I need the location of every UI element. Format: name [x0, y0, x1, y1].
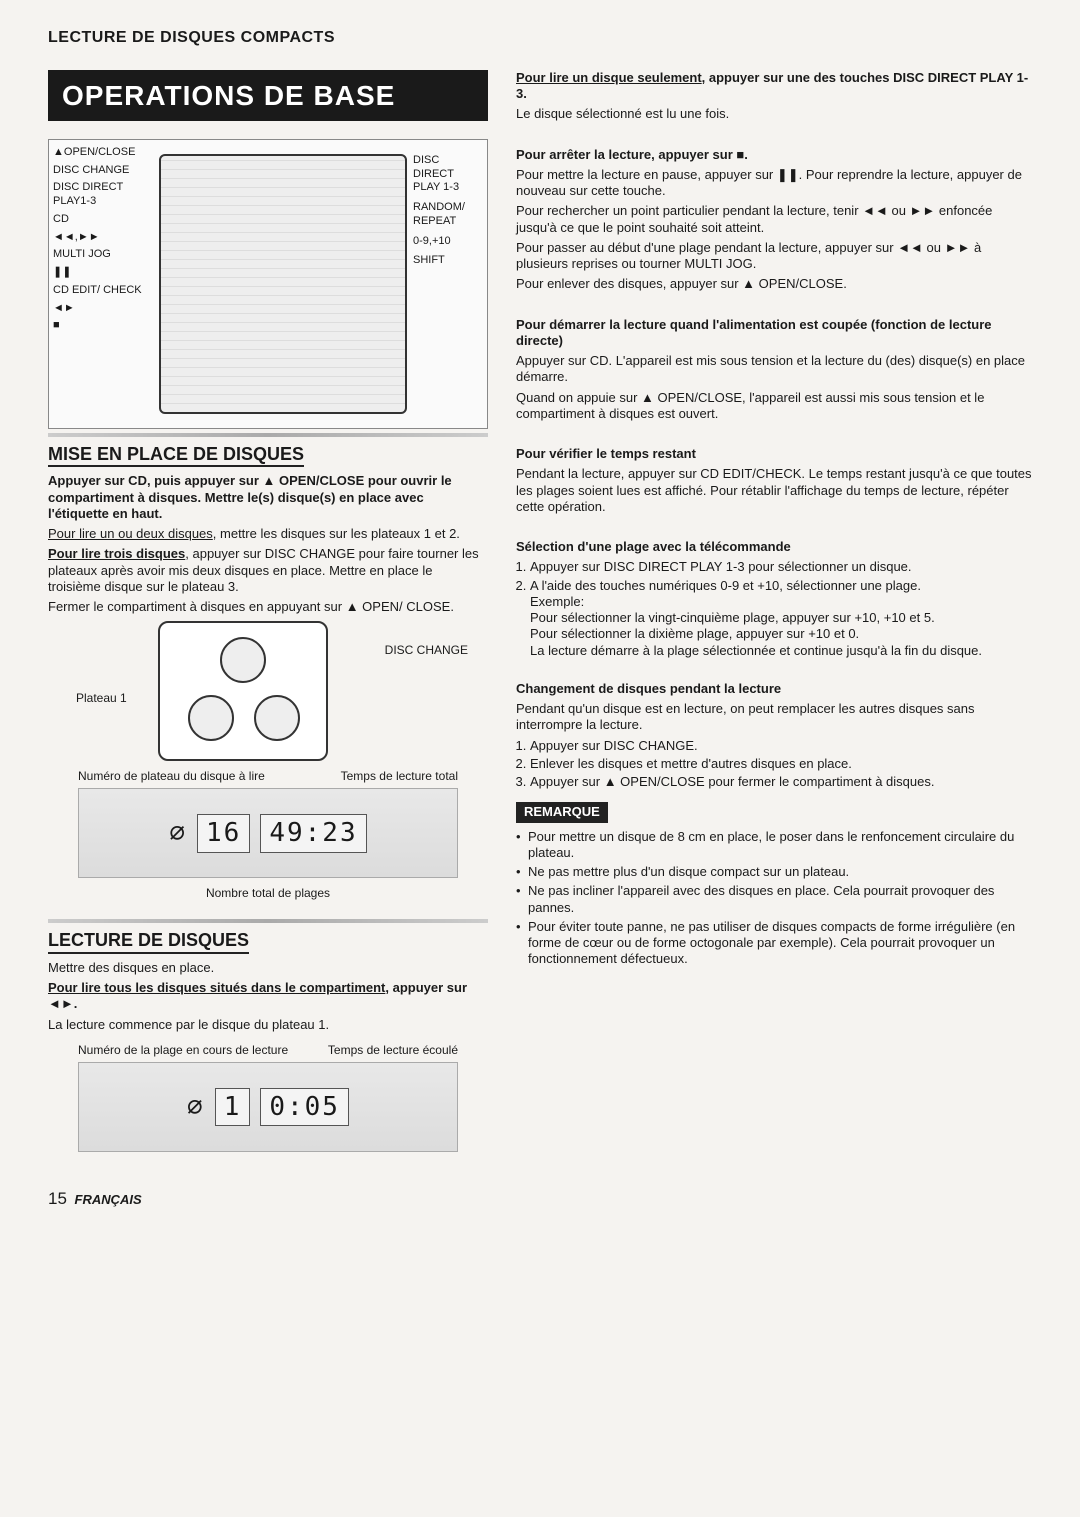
lecture-p1: Mettre des disques en place.	[48, 960, 488, 976]
rc-h1: Pour démarrer la lecture quand l'aliment…	[516, 317, 1032, 350]
separator	[48, 919, 488, 923]
plateau-callout: Plateau 1	[76, 691, 127, 706]
diag-label: 0-9,+10	[413, 235, 483, 249]
page-number: 15	[48, 1189, 67, 1208]
diag-label: SHIFT	[413, 254, 483, 268]
lcd2-caption-left: Numéro de la plage en cours de lecture	[78, 1043, 288, 1058]
footer-lang: FRANÇAIS	[75, 1192, 142, 1207]
example-line: Pour sélectionner la dixième plage, appu…	[530, 626, 859, 641]
disc-tray-diagram	[158, 621, 328, 761]
rc-h1-p1: Appuyer sur CD. L'appareil est mis sous …	[516, 353, 1032, 386]
section-title-lecture: LECTURE DE DISQUES	[48, 929, 249, 954]
lecture-p3: La lecture commence par le disque du pla…	[48, 1017, 488, 1033]
disc-change-callout: DISC CHANGE	[385, 643, 468, 658]
lcd-tray-number: 16	[197, 814, 250, 853]
diag-label: MULTI JOG	[53, 248, 153, 262]
list-item: Enlever les disques et mettre d'autres d…	[530, 756, 1032, 772]
lcd-caption-bottom: Nombre total de plages	[48, 886, 488, 901]
unit-diagram: ▲OPEN/CLOSE DISC CHANGE DISC DIRECT PLAY…	[48, 139, 488, 429]
mise-p1-rest: , mettre les disques sur les plateaux 1 …	[213, 526, 460, 541]
rc-h3-list: Appuyer sur DISC DIRECT PLAY 1-3 pour sé…	[516, 559, 1032, 659]
rc-p5: Pour passer au début d'une plage pendant…	[516, 240, 1032, 273]
rc-h4-list: Appuyer sur DISC CHANGE. Enlever les dis…	[516, 738, 1032, 791]
rc-p1: Pour lire un disque seulement, appuyer s…	[516, 70, 1032, 103]
lcd-caption-right: Temps de lecture total	[341, 769, 458, 784]
rc-p1b: Le disque sélectionné est lu une fois.	[516, 106, 1032, 122]
lcd-caption-left: Numéro de plateau du disque à lire	[78, 769, 265, 784]
list-item-text: A l'aide des touches numériques 0-9 et +…	[530, 578, 921, 593]
disc-icon	[254, 695, 300, 741]
list-item: Pour mettre un disque de 8 cm en place, …	[516, 829, 1032, 862]
diag-label: CD EDIT/ CHECK	[53, 284, 153, 298]
rc-p4: Pour rechercher un point particulier pen…	[516, 203, 1032, 236]
rc-h2: Pour vérifier le temps restant	[516, 446, 1032, 462]
diag-label: ◄►	[53, 302, 153, 316]
remarque-list: Pour mettre un disque de 8 cm en place, …	[516, 829, 1032, 968]
top-section-title: LECTURE DE DISQUES COMPACTS	[48, 28, 1032, 48]
page-header: LECTURE DE DISQUES COMPACTS	[48, 28, 1032, 64]
unit-illustration	[159, 154, 407, 414]
page-footer: 15 FRANÇAIS	[48, 1188, 1032, 1209]
example-line: Pour sélectionner la vingt-cinquième pla…	[530, 610, 935, 625]
rc-h3: Sélection d'une plage avec la télécomman…	[516, 539, 1032, 555]
lcd-track-number: 1	[215, 1088, 251, 1127]
rc-p3: Pour mettre la lecture en pause, appuyer…	[516, 167, 1032, 200]
list-item: Appuyer sur DISC DIRECT PLAY 1-3 pour sé…	[530, 559, 1032, 575]
remarque-label: REMARQUE	[516, 802, 608, 822]
diag-label: DISC DIRECT PLAY1-3	[53, 181, 153, 209]
list-item: Appuyer sur ▲ OPEN/CLOSE pour fermer le …	[530, 774, 1032, 790]
separator	[48, 433, 488, 437]
lcd2-caption-right: Temps de lecture écoulé	[328, 1043, 458, 1058]
rc-h2-p: Pendant la lecture, appuyer sur CD EDIT/…	[516, 466, 1032, 515]
lcd-display-total: ⌀ 16 49:23	[78, 788, 458, 878]
mise-p1-u: Pour lire un ou deux disques	[48, 526, 213, 541]
list-item: Pour éviter toute panne, ne pas utiliser…	[516, 919, 1032, 968]
diag-label: ❚❚	[53, 266, 153, 280]
diag-label: DISC CHANGE	[53, 164, 153, 178]
right-column: Pour lire un disque seulement, appuyer s…	[516, 70, 1032, 1160]
diag-label: CD	[53, 213, 153, 227]
disc-icon	[220, 637, 266, 683]
lcd-elapsed-time: 0:05	[260, 1088, 349, 1127]
mise-p2-u: Pour lire trois disques	[48, 546, 185, 561]
rc-p6: Pour enlever des disques, appuyer sur ▲ …	[516, 276, 1032, 292]
lecture-p2: Pour lire tous les disques situés dans l…	[48, 980, 488, 1013]
mise-p3: Fermer le compartiment à disques en appu…	[48, 599, 488, 615]
lecture-p2-u: Pour lire tous les disques situés dans l…	[48, 980, 385, 995]
diag-label: DISC DIRECT PLAY 1-3	[413, 154, 483, 195]
rc-p1-u: Pour lire un disque seulement	[516, 70, 702, 85]
rc-h4-p: Pendant qu'un disque est en lecture, on …	[516, 701, 1032, 734]
left-column: OPERATIONS DE BASE ▲OPEN/CLOSE DISC CHAN…	[48, 70, 488, 1160]
diag-label: ■	[53, 319, 153, 333]
rc-h1-p2: Quand on appuie sur ▲ OPEN/CLOSE, l'appa…	[516, 390, 1032, 423]
disc-icon	[188, 695, 234, 741]
list-item: Appuyer sur DISC CHANGE.	[530, 738, 1032, 754]
example-line: La lecture démarre à la plage sélectionn…	[530, 643, 982, 658]
mise-lead: Appuyer sur CD, puis appuyer sur ▲ OPEN/…	[48, 473, 488, 522]
mise-p2: Pour lire trois disques, appuyer sur DIS…	[48, 546, 488, 595]
rc-p2: Pour arrêter la lecture, appuyer sur ■.	[516, 147, 1032, 163]
mise-p1: Pour lire un ou deux disques, mettre les…	[48, 526, 488, 542]
lcd-total-time: 49:23	[260, 814, 366, 853]
rc-h4: Changement de disques pendant la lecture	[516, 681, 1032, 697]
list-item: Ne pas incliner l'appareil avec des disq…	[516, 883, 1032, 916]
header-rule	[48, 50, 1032, 64]
list-item: A l'aide des touches numériques 0-9 et +…	[530, 578, 1032, 659]
diag-label: ◄◄,►►	[53, 231, 153, 245]
section-title-mise: MISE EN PLACE DE DISQUES	[48, 443, 304, 468]
disc-stack-icon: ⌀	[169, 817, 187, 850]
diag-label: RANDOM/ REPEAT	[413, 201, 483, 229]
operations-banner: OPERATIONS DE BASE	[48, 70, 488, 121]
disc-stack-icon: ⌀	[187, 1091, 205, 1124]
example-label: Exemple:	[530, 594, 584, 609]
diag-label: ▲OPEN/CLOSE	[53, 146, 153, 160]
list-item: Ne pas mettre plus d'un disque compact s…	[516, 864, 1032, 880]
lcd-display-elapsed: ⌀ 1 0:05	[78, 1062, 458, 1152]
